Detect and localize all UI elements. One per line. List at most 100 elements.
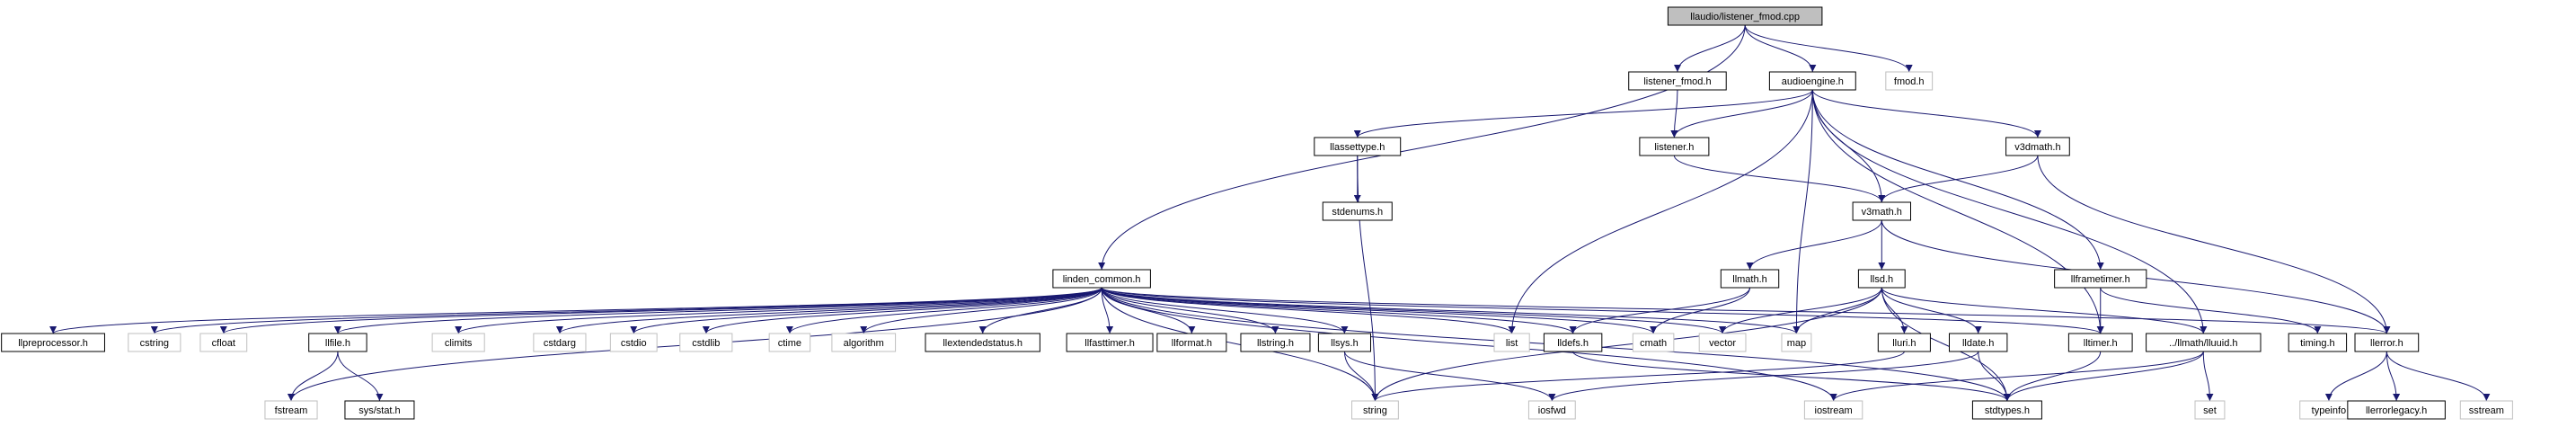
node: typeinfo — [2299, 400, 2359, 420]
node-label: llassettype.h — [1330, 142, 1385, 153]
node: lluri.h — [1877, 333, 1931, 352]
node-label: vector — [1709, 338, 1736, 349]
node-label: v3math.h — [1862, 207, 1902, 218]
edge — [630, 287, 1102, 334]
edge — [1878, 155, 2039, 203]
node-label: map — [1787, 338, 1806, 349]
node-box — [768, 333, 811, 352]
node-label: ../llmath/lluuid.h — [2169, 338, 2237, 349]
node-label: iostream — [1815, 405, 1853, 416]
node-label: listener_fmod.h — [1643, 76, 1711, 87]
edge — [2003, 351, 2204, 402]
node-box — [1543, 333, 1603, 352]
edge — [1101, 287, 1379, 402]
node-box — [2194, 400, 2226, 420]
node-box — [609, 333, 658, 352]
edge — [556, 287, 1102, 334]
node: stdtypes.h — [1971, 400, 2042, 420]
node-box — [1527, 400, 1576, 420]
node: llfile.h — [308, 333, 367, 352]
node: map — [1781, 333, 1812, 352]
node-label: climits — [445, 338, 473, 349]
node-label: cmath — [1640, 338, 1667, 349]
node-label: sstream — [2469, 405, 2504, 416]
edge — [334, 287, 1102, 334]
edge — [1101, 287, 1837, 402]
edges — [49, 24, 2491, 402]
edge — [2003, 351, 2102, 402]
node: ../llmath/lluuid.h — [2146, 333, 2262, 352]
node-label: llsd.h — [1870, 274, 1893, 285]
node-label: lluri.h — [1892, 338, 1916, 349]
edge — [1793, 89, 1813, 334]
node-box — [1877, 333, 1931, 352]
node: v3dmath.h — [2005, 137, 2070, 156]
node-box — [1639, 137, 1710, 156]
node-box — [308, 333, 367, 352]
edge — [1101, 287, 1726, 334]
node-box — [1698, 333, 1747, 352]
edge — [1353, 89, 1813, 138]
node: string — [1351, 400, 1399, 420]
node-label: sys/stat.h — [359, 405, 400, 416]
node-label: llframetimer.h — [2071, 274, 2130, 285]
edge — [1357, 155, 1379, 402]
node-box — [1720, 269, 1780, 289]
edge — [2324, 351, 2387, 402]
node-box — [1, 333, 105, 352]
node-label: string — [1363, 405, 1387, 416]
edge — [1829, 351, 2204, 402]
node-box — [1066, 333, 1154, 352]
edge — [1343, 351, 1556, 402]
edge — [1881, 287, 1982, 334]
edge — [1673, 24, 1746, 73]
node-label: llerrorlegacy.h — [2366, 405, 2427, 416]
edge — [1811, 89, 2208, 334]
node-box — [1971, 400, 2042, 420]
node: cmath — [1632, 333, 1675, 352]
node-box — [1317, 333, 1371, 352]
node: llmath.h — [1720, 269, 1780, 289]
node: cfloat — [199, 333, 248, 352]
node: sys/stat.h — [344, 400, 415, 420]
edge — [1101, 287, 1114, 334]
node-label: stdtypes.h — [1985, 405, 2030, 416]
edge — [1673, 155, 1886, 203]
node: llpreprocessor.h — [1, 333, 105, 352]
node-box — [2288, 333, 2348, 352]
node-label: llerror.h — [2370, 338, 2403, 349]
node-box — [1314, 137, 1402, 156]
edge — [860, 287, 1102, 334]
node-label: v3dmath.h — [2014, 142, 2060, 153]
node-label: llaudio/listener_fmod.cpp — [1690, 12, 1800, 22]
node-label: llfile.h — [325, 338, 350, 349]
node: linden_common.h — [1052, 269, 1151, 289]
edge — [2202, 351, 2214, 402]
node: lltimer.h — [2067, 333, 2133, 352]
edge — [1101, 287, 1349, 334]
node-label: list — [1506, 338, 1518, 349]
edge — [2386, 351, 2401, 402]
node: llformat.h — [1156, 333, 1227, 352]
node-label: fmod.h — [1894, 76, 1925, 87]
node: list — [1493, 333, 1530, 352]
node-box — [431, 333, 485, 352]
node: cstdarg — [533, 333, 587, 352]
node-label: cstdio — [621, 338, 647, 349]
node-box — [2054, 269, 2147, 289]
node: audioengine.h — [1768, 71, 1856, 91]
node: llerror.h — [2354, 333, 2420, 352]
node: listener.h — [1639, 137, 1710, 156]
node-box — [1885, 71, 1934, 91]
node-box — [2347, 400, 2446, 420]
edge — [1101, 287, 1516, 334]
node-box — [2354, 333, 2420, 352]
edge — [785, 287, 1102, 334]
node-label: audioengine.h — [1782, 76, 1844, 87]
edge — [2100, 287, 2322, 334]
node-box — [1052, 269, 1151, 289]
edge — [1744, 24, 1817, 73]
node-label: lldate.h — [1962, 338, 1994, 349]
node: llextendedstatus.h — [925, 333, 1040, 352]
edge — [1101, 287, 1279, 334]
